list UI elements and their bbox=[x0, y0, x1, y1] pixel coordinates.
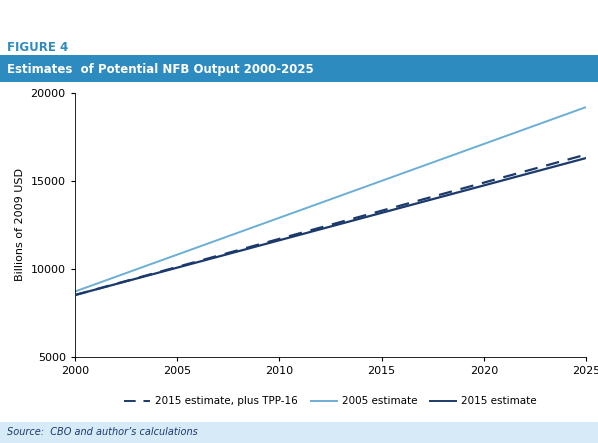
Text: Source:  CBO and author’s calculations: Source: CBO and author’s calculations bbox=[7, 427, 198, 437]
Text: Estimates  of Potential NFB Output 2000-2025: Estimates of Potential NFB Output 2000-2… bbox=[7, 63, 314, 77]
Legend: 2015 estimate, plus TPP-16, 2005 estimate, 2015 estimate: 2015 estimate, plus TPP-16, 2005 estimat… bbox=[120, 392, 541, 411]
Y-axis label: Billions of 2009 USD: Billions of 2009 USD bbox=[15, 168, 25, 281]
Text: FIGURE 4: FIGURE 4 bbox=[7, 41, 68, 54]
